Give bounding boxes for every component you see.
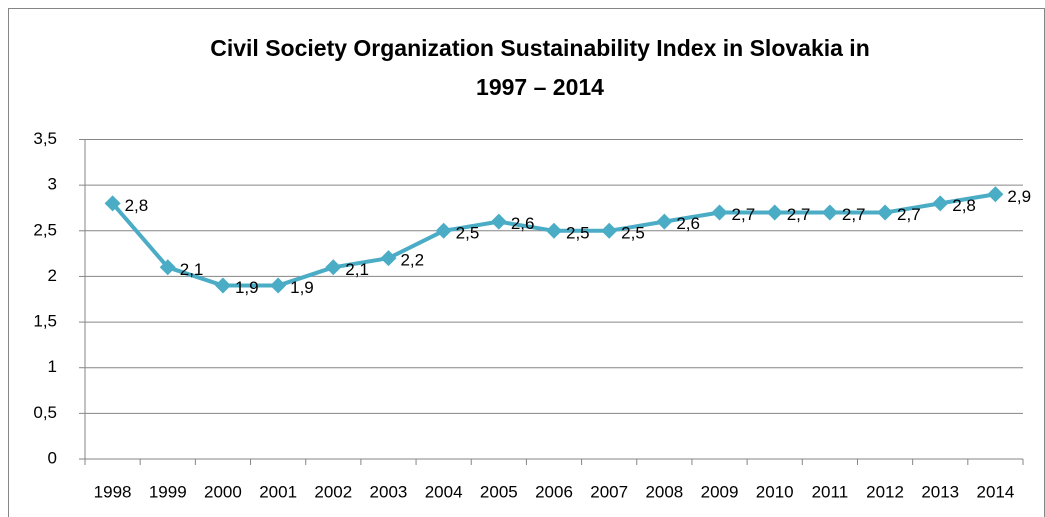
data-label: 2,5: [566, 223, 590, 242]
data-label: 2,7: [732, 205, 756, 224]
x-tick-label: 2005: [480, 482, 518, 501]
x-tick-label: 2009: [701, 482, 739, 501]
marker: [270, 277, 287, 294]
x-tick-label: 2008: [645, 482, 683, 501]
x-tick-label: 2011: [812, 482, 849, 501]
marker: [711, 204, 728, 221]
y-tick-label: 2,5: [33, 220, 57, 239]
x-tick-label: 2003: [370, 482, 408, 501]
y-tick-label: 3,5: [33, 129, 57, 148]
data-label: 2,1: [180, 260, 204, 279]
data-label: 2,5: [621, 223, 645, 242]
marker: [325, 259, 342, 276]
chart-title: Civil Society Organization Sustainabilit…: [210, 35, 870, 61]
data-label: 1,9: [235, 278, 259, 297]
data-label: 2,7: [787, 205, 811, 224]
y-tick-label: 0,5: [33, 403, 57, 422]
marker: [932, 195, 949, 212]
marker: [214, 277, 231, 294]
x-tick-label: 1998: [94, 482, 132, 501]
x-tick-label: 1999: [149, 482, 187, 501]
y-tick-label: 2: [48, 266, 57, 285]
x-tick-label: 2013: [921, 482, 959, 501]
marker: [821, 204, 838, 221]
x-tick-label: 2010: [756, 482, 794, 501]
marker: [766, 204, 783, 221]
chart-title: 1997 – 2014: [476, 74, 604, 100]
x-tick-label: 2012: [866, 482, 904, 501]
data-label: 2,5: [456, 223, 480, 242]
data-label: 2,8: [952, 196, 976, 215]
marker: [877, 204, 894, 221]
x-tick-label: 2001: [259, 482, 297, 501]
marker: [104, 195, 121, 212]
marker: [987, 186, 1004, 203]
x-tick-label: 2002: [314, 482, 352, 501]
marker: [435, 222, 452, 239]
y-tick-label: 0: [48, 448, 57, 467]
marker: [159, 259, 176, 276]
marker: [656, 213, 673, 230]
data-label: 2,6: [511, 214, 535, 233]
x-tick-label: 2014: [976, 482, 1014, 501]
x-tick-label: 2007: [590, 482, 628, 501]
y-tick-label: 1: [48, 357, 57, 376]
x-tick-label: 2000: [204, 482, 242, 501]
marker: [546, 222, 562, 239]
marker: [601, 222, 618, 239]
data-label: 2,1: [345, 260, 369, 279]
marker: [380, 250, 397, 267]
y-tick-label: 1,5: [33, 312, 57, 331]
y-tick-label: 3: [48, 175, 57, 194]
data-label: 2,9: [1007, 187, 1031, 206]
marker: [490, 213, 507, 230]
data-label: 1,9: [290, 278, 314, 297]
data-label: 2,7: [842, 205, 866, 224]
data-label: 2,6: [676, 214, 700, 233]
data-label: 2,2: [400, 251, 424, 270]
data-label: 2,7: [897, 205, 921, 224]
data-label: 2,8: [125, 196, 149, 215]
x-tick-label: 2004: [425, 482, 463, 501]
x-tick-label: 2006: [535, 482, 573, 501]
